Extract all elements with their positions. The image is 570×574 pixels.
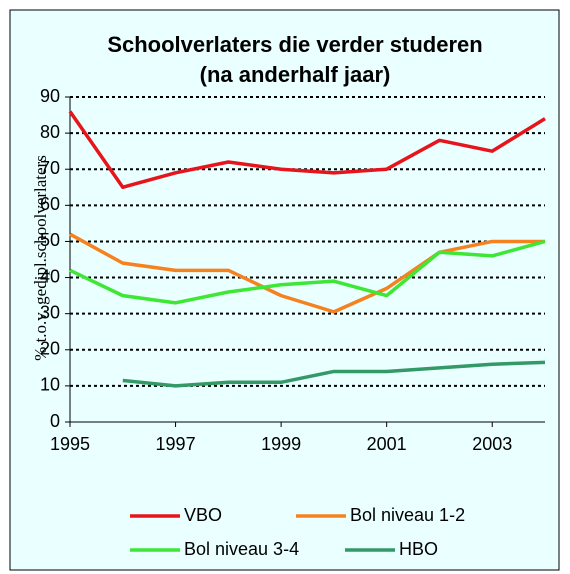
chart-background <box>9 9 560 571</box>
y-axis-label: % t.o.v. gedipl.schoolverlaters <box>31 155 50 361</box>
y-tick-label: 0 <box>50 411 60 431</box>
legend-label: Bol niveau 1-2 <box>350 505 465 525</box>
y-tick-label: 40 <box>40 266 60 286</box>
x-tick-label: 2003 <box>472 434 512 454</box>
y-tick-label: 60 <box>40 194 60 214</box>
y-tick-label: 20 <box>40 339 60 359</box>
x-tick-label: 1995 <box>50 434 90 454</box>
series-line <box>122 360 546 388</box>
y-tick-label: 10 <box>40 375 60 395</box>
y-tick-label: 80 <box>40 122 60 142</box>
series-line <box>68 110 546 190</box>
y-tick-label: 30 <box>40 302 60 322</box>
legend-label: HBO <box>399 539 438 559</box>
y-tick-label: 50 <box>40 230 60 250</box>
x-tick-label: 1999 <box>261 434 301 454</box>
x-tick-label: 1997 <box>156 434 196 454</box>
y-tick-label: 90 <box>40 86 60 106</box>
legend-label: Bol niveau 3-4 <box>184 539 299 559</box>
y-tick-label: 70 <box>40 158 60 178</box>
x-tick-label: 2001 <box>367 434 407 454</box>
chart-title: Schoolverlaters die verder studeren (na … <box>107 32 483 87</box>
series-line <box>69 232 545 314</box>
series-line <box>69 239 546 305</box>
legend-label: VBO <box>184 505 222 525</box>
